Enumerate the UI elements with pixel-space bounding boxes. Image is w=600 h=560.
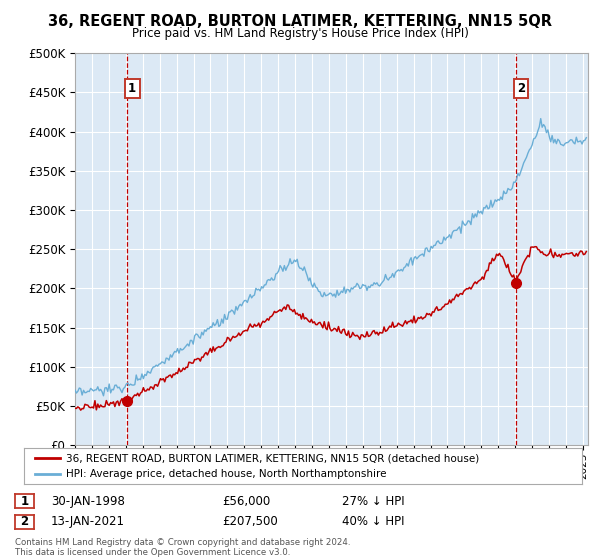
Text: 27% ↓ HPI: 27% ↓ HPI — [342, 494, 404, 508]
Text: 36, REGENT ROAD, BURTON LATIMER, KETTERING, NN15 5QR: 36, REGENT ROAD, BURTON LATIMER, KETTERI… — [48, 14, 552, 29]
Text: 2: 2 — [517, 82, 525, 95]
Text: 30-JAN-1998: 30-JAN-1998 — [51, 494, 125, 508]
Text: £207,500: £207,500 — [222, 515, 278, 529]
Text: 36, REGENT ROAD, BURTON LATIMER, KETTERING, NN15 5QR (detached house): 36, REGENT ROAD, BURTON LATIMER, KETTERI… — [66, 453, 479, 463]
Text: 1: 1 — [128, 82, 136, 95]
Text: £56,000: £56,000 — [222, 494, 270, 508]
Text: 2: 2 — [20, 515, 29, 529]
Text: 1: 1 — [20, 494, 29, 508]
Text: HPI: Average price, detached house, North Northamptonshire: HPI: Average price, detached house, Nort… — [66, 469, 386, 479]
Text: 13-JAN-2021: 13-JAN-2021 — [51, 515, 125, 529]
Text: Contains HM Land Registry data © Crown copyright and database right 2024.
This d: Contains HM Land Registry data © Crown c… — [15, 538, 350, 557]
Text: 40% ↓ HPI: 40% ↓ HPI — [342, 515, 404, 529]
Text: Price paid vs. HM Land Registry's House Price Index (HPI): Price paid vs. HM Land Registry's House … — [131, 27, 469, 40]
